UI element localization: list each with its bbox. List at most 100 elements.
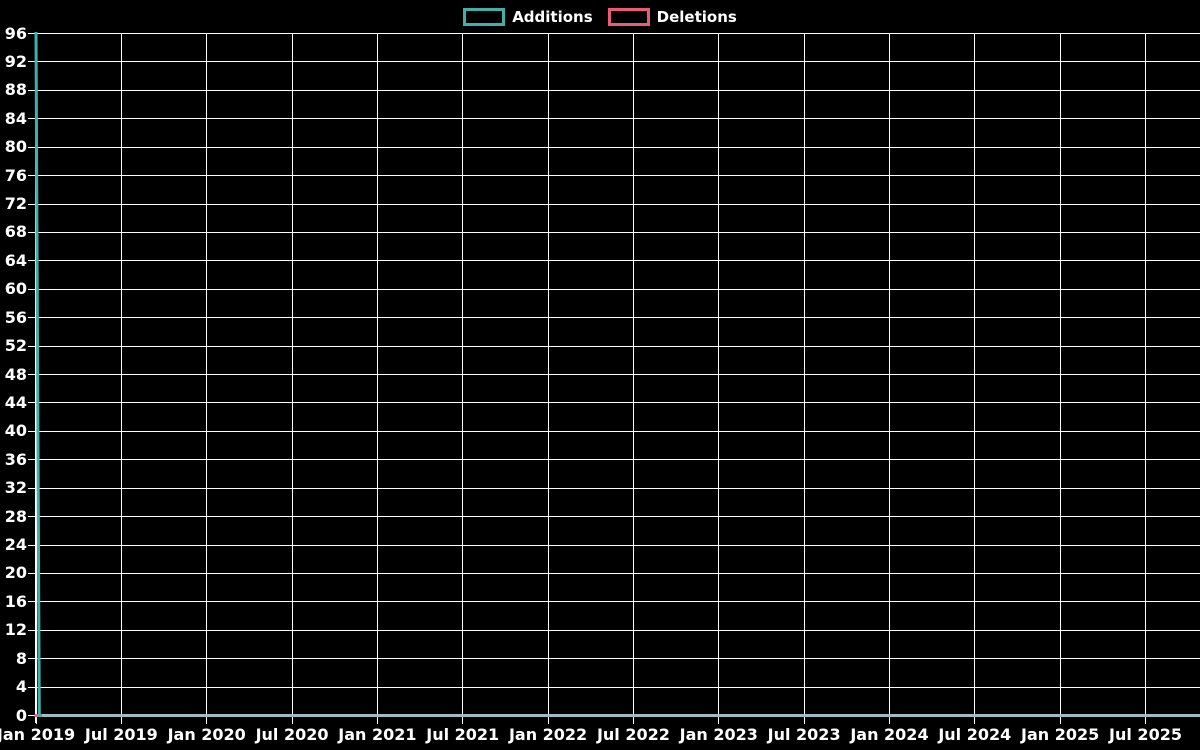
y-tick-mark bbox=[28, 231, 35, 233]
x-tick-mark bbox=[803, 716, 805, 724]
y-tick-mark bbox=[28, 374, 35, 375]
x-tick-mark bbox=[206, 716, 208, 724]
deletions-legend-label: Deletions bbox=[656, 8, 737, 26]
y-tick-mark bbox=[28, 459, 35, 461]
y-tick-label: 96 bbox=[4, 23, 27, 43]
y-tick-mark bbox=[28, 572, 35, 574]
y-tick-label: 0 bbox=[15, 705, 27, 725]
x-tick-mark bbox=[547, 716, 549, 724]
h-gridline bbox=[35, 601, 1200, 603]
y-tick-label: 76 bbox=[4, 165, 27, 185]
h-gridline bbox=[35, 487, 1200, 489]
y-tick-label: 28 bbox=[4, 506, 27, 526]
y-tick-label: 12 bbox=[4, 620, 27, 640]
y-tick-mark bbox=[28, 175, 35, 177]
x-tick-mark bbox=[120, 716, 122, 724]
x-tick-mark bbox=[888, 716, 890, 724]
h-gridline bbox=[35, 686, 1200, 688]
v-gridline bbox=[888, 33, 890, 716]
y-tick-label: 32 bbox=[4, 478, 27, 498]
h-gridline bbox=[35, 203, 1200, 205]
y-tick-mark bbox=[28, 288, 35, 290]
x-tick-mark bbox=[291, 716, 293, 724]
v-gridline bbox=[376, 33, 378, 716]
y-tick-label: 80 bbox=[4, 137, 27, 157]
y-tick-label: 16 bbox=[4, 591, 27, 611]
h-gridline bbox=[35, 629, 1200, 631]
x-tick-label: Jan 2025 bbox=[1021, 725, 1100, 744]
legend-item-deletions[interactable]: Deletions bbox=[607, 8, 737, 26]
x-tick-mark bbox=[376, 716, 378, 724]
v-gridline bbox=[1059, 33, 1061, 716]
x-tick-mark bbox=[974, 716, 976, 724]
y-tick-mark bbox=[28, 658, 35, 660]
y-tick-label: 72 bbox=[4, 194, 27, 213]
h-gridline bbox=[35, 231, 1200, 233]
x-tick-label: Jul 2023 bbox=[767, 725, 841, 744]
y-tick-label: 4 bbox=[15, 677, 27, 697]
v-gridline bbox=[462, 33, 464, 716]
h-gridline bbox=[35, 118, 1200, 120]
h-gridline bbox=[35, 374, 1200, 375]
h-gridline bbox=[35, 89, 1200, 91]
x-tick-label: Jan 2022 bbox=[508, 725, 588, 744]
x-tick-label: Jul 2022 bbox=[596, 725, 670, 744]
y-tick-mark bbox=[28, 61, 35, 63]
h-gridline bbox=[35, 715, 1200, 716]
v-gridline bbox=[1145, 33, 1146, 716]
y-tick-mark bbox=[28, 516, 35, 518]
x-tick-label: Jul 2020 bbox=[255, 725, 329, 744]
y-tick-mark bbox=[28, 686, 35, 688]
h-gridline bbox=[35, 544, 1200, 546]
v-gridline bbox=[632, 33, 634, 716]
x-tick-mark bbox=[632, 716, 634, 724]
chart-legend: Additions Deletions bbox=[0, 8, 1200, 26]
x-tick-label: Jul 2024 bbox=[938, 725, 1012, 744]
y-tick-mark bbox=[28, 317, 35, 319]
y-tick-label: 84 bbox=[4, 108, 27, 128]
h-gridline bbox=[35, 61, 1200, 63]
v-gridline bbox=[803, 33, 805, 716]
y-tick-mark bbox=[28, 544, 35, 546]
legend-item-additions[interactable]: Additions bbox=[463, 8, 593, 26]
y-tick-mark bbox=[28, 402, 35, 404]
h-gridline bbox=[35, 175, 1200, 177]
y-tick-label: 52 bbox=[4, 336, 27, 356]
y-tick-mark bbox=[28, 601, 35, 603]
y-tick-label: 24 bbox=[4, 535, 27, 554]
x-tick-mark bbox=[1145, 716, 1146, 724]
y-tick-mark bbox=[28, 487, 35, 489]
v-gridline bbox=[718, 33, 720, 716]
y-tick-mark bbox=[28, 33, 35, 34]
h-gridline bbox=[35, 459, 1200, 461]
y-tick-label: 40 bbox=[4, 421, 27, 441]
additions-color-swatch bbox=[463, 8, 506, 26]
v-gridline bbox=[120, 33, 122, 716]
v-gridline bbox=[547, 33, 549, 716]
y-tick-mark bbox=[28, 203, 35, 205]
h-gridline bbox=[35, 516, 1200, 518]
h-gridline bbox=[35, 345, 1200, 347]
h-gridline bbox=[35, 288, 1200, 290]
h-gridline bbox=[35, 658, 1200, 660]
y-tick-label: 44 bbox=[4, 392, 27, 412]
x-tick-mark bbox=[462, 716, 464, 724]
x-tick-label: Jan 2019 bbox=[0, 725, 76, 744]
x-tick-label: Jul 2025 bbox=[1109, 725, 1182, 744]
y-tick-mark bbox=[28, 260, 35, 262]
x-tick-mark bbox=[718, 716, 720, 724]
y-tick-mark bbox=[28, 118, 35, 120]
x-tick-label: Jan 2023 bbox=[679, 725, 758, 744]
additions-legend-label: Additions bbox=[512, 8, 593, 26]
h-gridline bbox=[35, 317, 1200, 319]
y-tick-label: 92 bbox=[4, 51, 27, 71]
h-gridline bbox=[35, 572, 1200, 574]
y-tick-label: 68 bbox=[4, 222, 27, 242]
x-tick-label: Jul 2019 bbox=[84, 725, 158, 744]
y-tick-label: 20 bbox=[4, 563, 27, 583]
y-tick-label: 48 bbox=[4, 364, 27, 384]
x-tick-mark bbox=[1059, 716, 1061, 724]
h-gridline bbox=[35, 33, 1200, 34]
